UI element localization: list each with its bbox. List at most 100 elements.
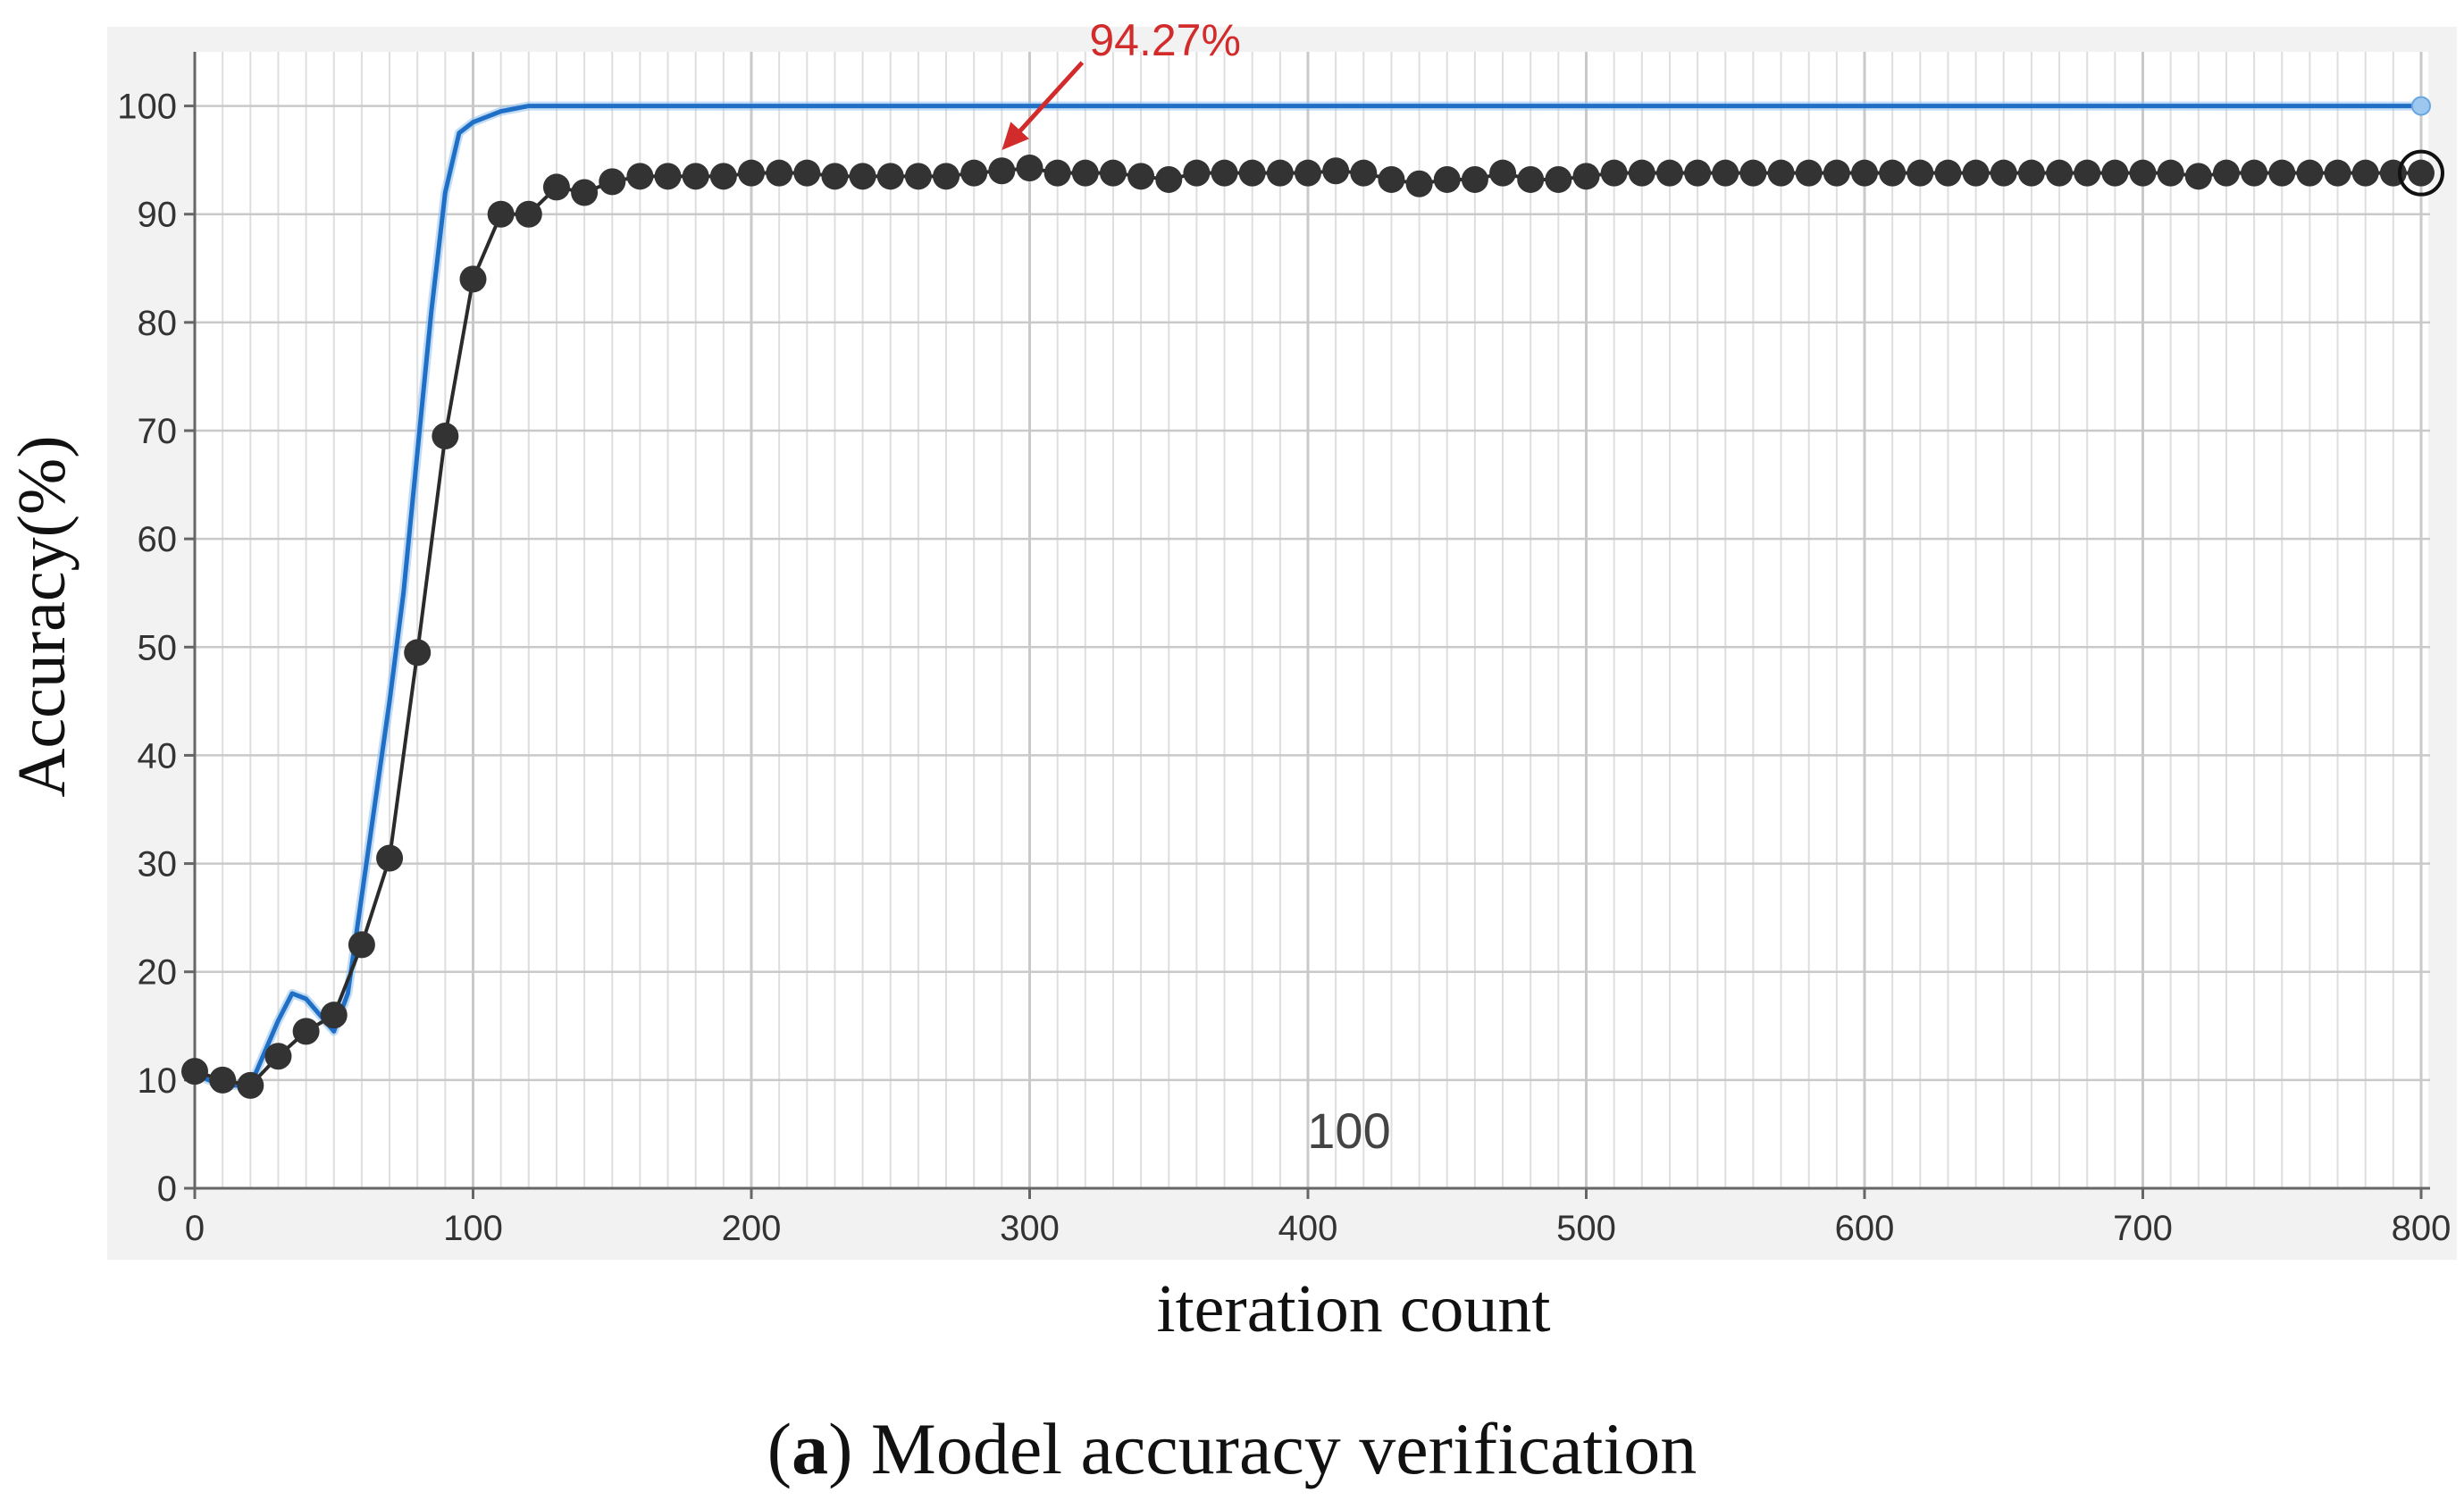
series-2-point	[2129, 159, 2157, 187]
x-tick-label: 400	[1278, 1209, 1338, 1248]
series-2-end-ring	[2398, 149, 2444, 197]
series-2-point	[1572, 163, 1600, 190]
series-2-point	[709, 163, 737, 190]
series-2-point	[1183, 159, 1211, 187]
x-tick-label: 700	[2113, 1209, 2173, 1248]
x-tick-label: 600	[1835, 1209, 1895, 1248]
series-2-point	[1823, 159, 1850, 187]
series-2-point	[682, 163, 709, 190]
series-2-point	[1266, 159, 1294, 187]
x-tick-label: 100	[443, 1209, 503, 1248]
y-tick-label: 80	[138, 304, 178, 343]
series-2-point	[2017, 159, 2045, 187]
series-2-point	[626, 163, 654, 190]
series-2-point	[1127, 163, 1155, 190]
series-2-point	[264, 1043, 292, 1070]
series-2-point	[1517, 165, 1545, 193]
series-2-point	[1990, 159, 2017, 187]
series-2-point	[1350, 159, 1378, 187]
series-2-point	[1043, 159, 1071, 187]
series-2-point	[1712, 159, 1739, 187]
series-2-point	[2241, 159, 2268, 187]
y-axis-label: Accuracy(%)	[4, 435, 80, 797]
series-2-point	[2324, 159, 2351, 187]
series-2-point	[1767, 159, 1795, 187]
series-2-point	[515, 200, 542, 228]
series-2-point	[1016, 154, 1043, 181]
y-tick-label: 70	[138, 412, 178, 451]
series-2-point	[571, 179, 599, 206]
series-2-point	[1795, 159, 1823, 187]
series-2-point	[1545, 165, 1572, 193]
series-2-point	[766, 159, 793, 187]
series-2-point	[432, 423, 459, 450]
annotation-arrow-line	[1009, 61, 1085, 143]
series-2-point	[1461, 165, 1488, 193]
series-2-point	[1295, 159, 1321, 187]
series-2-point	[2046, 159, 2074, 187]
y-tick-label: 50	[138, 628, 178, 667]
x-tick-label: 0	[185, 1209, 205, 1248]
series-2-point	[1600, 159, 1628, 187]
annotation-arrow-head	[1002, 122, 1029, 150]
series-layer	[181, 96, 2444, 1099]
inplot-label: 100	[1307, 1102, 1390, 1159]
series-2-point	[1934, 159, 1962, 187]
series-2-point	[933, 163, 960, 190]
figure-caption: (a) Model accuracy verification	[0, 1407, 2464, 1491]
series-2-point	[599, 168, 626, 196]
series-2-point	[1211, 159, 1238, 187]
x-axis-label: iteration count	[1156, 1271, 1550, 1346]
series-2-point	[654, 163, 682, 190]
series-2-point	[404, 639, 432, 666]
series-2-point	[1238, 159, 1266, 187]
series-2-point	[1684, 159, 1712, 187]
series-2-point	[542, 173, 570, 201]
series-2-point	[2074, 159, 2101, 187]
series-2-point	[2296, 159, 2324, 187]
series-2-point	[793, 159, 821, 187]
series-2-point	[1851, 159, 1878, 187]
series-1-end-marker	[2411, 96, 2431, 116]
series-2-point	[738, 159, 765, 187]
annotation-label: 94.27%	[1089, 15, 1241, 65]
x-tick-label: 800	[2392, 1209, 2451, 1248]
series-2-point	[2101, 159, 2129, 187]
y-tick-label: 10	[138, 1061, 178, 1101]
series-2-point	[181, 1058, 208, 1086]
series-2-point	[459, 265, 487, 293]
series-2-point	[988, 157, 1016, 185]
y-tick-label: 30	[138, 845, 178, 884]
series-2-point	[1655, 159, 1683, 187]
axes	[193, 52, 2430, 1190]
caption-letter-close: )	[828, 1408, 853, 1489]
series-2-point	[487, 200, 515, 228]
y-tick-label: 20	[138, 953, 178, 993]
series-2-point	[1378, 165, 1405, 193]
series-2-point	[320, 1002, 348, 1029]
series-2-point	[876, 163, 904, 190]
series-2-point	[1433, 165, 1461, 193]
series-2-point	[237, 1071, 264, 1099]
series-2-point	[1879, 159, 1907, 187]
series-2-point	[1099, 159, 1127, 187]
series-2-point	[1907, 159, 1934, 187]
series-2-point	[1405, 170, 1433, 197]
y-tick-label: 60	[138, 520, 178, 559]
x-tick-label: 500	[1556, 1209, 1616, 1248]
series-2-point	[376, 844, 404, 872]
series-2-point	[2184, 163, 2212, 190]
x-tick-label: 300	[1000, 1209, 1060, 1248]
series-2-point	[1962, 159, 1990, 187]
series-2-point	[1155, 165, 1183, 193]
y-tick-label: 0	[157, 1169, 177, 1209]
series-1-line	[194, 104, 2421, 1088]
series-2-point	[2268, 159, 2296, 187]
series-2-point	[960, 159, 988, 187]
series-2-point	[821, 163, 849, 190]
caption-letter: a	[792, 1408, 829, 1489]
plot-area	[195, 52, 2428, 1188]
series-2-point	[292, 1018, 320, 1045]
series-2-point	[2157, 159, 2184, 187]
